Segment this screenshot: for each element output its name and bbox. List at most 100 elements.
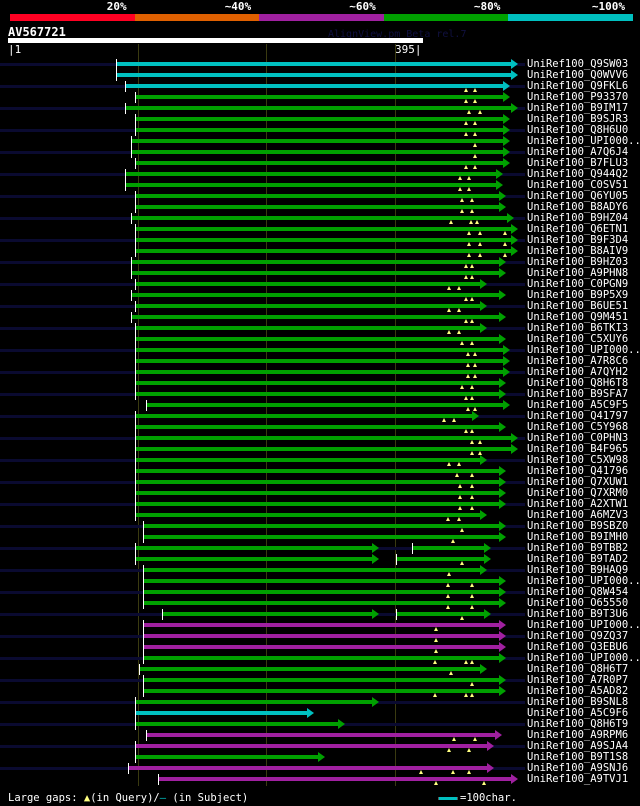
alignment-segment[interactable] <box>130 150 503 154</box>
alignment-segment[interactable] <box>130 216 507 220</box>
hit-row[interactable]: UniRef100_A7R0P7 <box>0 674 640 686</box>
hit-row[interactable]: UniRef100_A9PHN8 <box>0 267 640 279</box>
hit-label[interactable]: UniRef100_B9IMH0 <box>527 531 629 543</box>
alignment-segment[interactable] <box>134 744 488 748</box>
alignment-segment[interactable] <box>130 260 500 264</box>
hit-label[interactable]: UniRef100_UPI000.. <box>527 575 640 587</box>
hit-label[interactable]: UniRef100_Q944Q2 <box>527 168 629 180</box>
hit-row[interactable]: UniRef100_Q41796 <box>0 465 640 477</box>
alignment-segment[interactable] <box>142 678 500 682</box>
hit-row[interactable]: UniRef100_UPI000.. <box>0 652 640 664</box>
hit-label[interactable]: UniRef100_B4F965 <box>527 443 629 455</box>
hit-label[interactable]: UniRef100_B9F3D4 <box>527 234 629 246</box>
hit-row[interactable]: UniRef100_C0SV51 <box>0 179 640 191</box>
hit-label[interactable]: UniRef100_Q9FKL6 <box>527 80 629 92</box>
hit-row[interactable]: UniRef100_Q7XUW1 <box>0 476 640 488</box>
hit-row[interactable]: UniRef100_Q8H6T9 <box>0 718 640 730</box>
alignment-segment[interactable] <box>134 711 308 715</box>
hit-label[interactable]: UniRef100_B9TAD2 <box>527 553 629 565</box>
alignment-segment[interactable] <box>134 95 503 99</box>
hit-label[interactable]: UniRef100_Q8W454 <box>527 586 629 598</box>
hit-label[interactable]: UniRef100_Q0WVV6 <box>527 69 629 81</box>
hit-row[interactable]: UniRef100_Q8H6U0 <box>0 124 640 136</box>
alignment-segment[interactable] <box>130 315 500 319</box>
alignment-segment[interactable] <box>142 535 500 539</box>
hit-row[interactable]: UniRef100_A6MZV3 <box>0 509 640 521</box>
alignment-segment[interactable] <box>134 282 480 286</box>
alignment-segment[interactable] <box>134 348 503 352</box>
hit-row[interactable]: UniRef100_Q6YU05 <box>0 190 640 202</box>
alignment-segment[interactable] <box>158 777 511 781</box>
alignment-segment[interactable] <box>134 546 372 550</box>
alignment-segment[interactable] <box>142 579 500 583</box>
hit-row[interactable]: UniRef100_A9TVJ1 <box>0 773 640 785</box>
hit-row[interactable]: UniRef100_C5XW98 <box>0 454 640 466</box>
alignment-segment[interactable] <box>134 205 500 209</box>
hit-row[interactable]: UniRef100_O65550 <box>0 597 640 609</box>
hit-label[interactable]: UniRef100_A7Q6J4 <box>527 146 629 158</box>
hit-row[interactable]: UniRef100_B9SBZ0 <box>0 520 640 532</box>
hit-row[interactable]: UniRef100_Q6ETN1 <box>0 223 640 235</box>
hit-label[interactable]: UniRef100_Q7XUW1 <box>527 476 629 488</box>
hit-label[interactable]: UniRef100_Q7XRM0 <box>527 487 629 499</box>
hit-label[interactable]: UniRef100_UPI000.. <box>527 344 640 356</box>
hit-label[interactable]: UniRef100_P93370 <box>527 91 629 103</box>
hit-label[interactable]: UniRef100_B6TKI3 <box>527 322 629 334</box>
alignment-segment[interactable] <box>134 337 500 341</box>
hit-label[interactable]: UniRef100_Q41796 <box>527 465 629 477</box>
hit-row[interactable]: UniRef100_C0PHN3 <box>0 432 640 444</box>
hit-row[interactable]: UniRef100_A7Q6J4 <box>0 146 640 158</box>
hit-label[interactable]: UniRef100_A5AD82 <box>527 685 629 697</box>
hit-label[interactable]: UniRef100_B9HZ03 <box>527 256 629 268</box>
hit-label[interactable]: UniRef100_Q41797 <box>527 410 629 422</box>
hit-row[interactable]: UniRef100_B6TKI3 <box>0 322 640 334</box>
hit-label[interactable]: UniRef100_Q8H6T8 <box>527 377 629 389</box>
alignment-segment[interactable] <box>134 480 500 484</box>
alignment-segment[interactable] <box>142 524 500 528</box>
alignment-segment[interactable] <box>134 513 480 517</box>
hit-label[interactable]: UniRef100_B9SJR3 <box>527 113 629 125</box>
hit-label[interactable]: UniRef100_UPI000.. <box>527 619 640 631</box>
alignment-segment[interactable] <box>142 623 500 627</box>
hit-row[interactable]: UniRef100_Q7XRM0 <box>0 487 640 499</box>
hit-row[interactable]: UniRef100_B7FLU3 <box>0 157 640 169</box>
hit-label[interactable]: UniRef100_A9TVJ1 <box>527 773 629 785</box>
hit-row[interactable]: UniRef100_C0PGN9 <box>0 278 640 290</box>
hit-row[interactable]: UniRef100_B9F3D4 <box>0 234 640 246</box>
hit-row[interactable]: UniRef100_B9HAQ9 <box>0 564 640 576</box>
alignment-segment[interactable] <box>115 62 511 66</box>
hit-row[interactable]: UniRef100_Q41797 <box>0 410 640 422</box>
hit-row[interactable]: UniRef100_B9SFA7 <box>0 388 640 400</box>
hit-row[interactable]: UniRef100_UPI000.. <box>0 619 640 631</box>
hit-row[interactable]: UniRef100_A5C9F6 <box>0 707 640 719</box>
hit-label[interactable]: UniRef100_Q6ETN1 <box>527 223 629 235</box>
hit-row[interactable]: UniRef100_Q8H6T7 <box>0 663 640 675</box>
hit-label[interactable]: UniRef100_B9SNL8 <box>527 696 629 708</box>
alignment-segment[interactable] <box>134 436 511 440</box>
hit-label[interactable]: UniRef100_B6UE51 <box>527 300 629 312</box>
alignment-segment[interactable] <box>124 183 497 187</box>
alignment-segment[interactable] <box>134 425 500 429</box>
hit-row[interactable]: UniRef100_Q3EBU6 <box>0 641 640 653</box>
hit-row[interactable]: UniRef100_B9TAD2 <box>0 553 640 565</box>
alignment-segment[interactable] <box>128 766 488 770</box>
hit-label[interactable]: UniRef100_Q6YU05 <box>527 190 629 202</box>
hit-label[interactable]: UniRef100_A7QYH2 <box>527 366 629 378</box>
hit-row[interactable]: UniRef100_A5C9F5 <box>0 399 640 411</box>
hit-label[interactable]: UniRef100_Q8H6T7 <box>527 663 629 675</box>
hit-label[interactable]: UniRef100_A5C9F6 <box>527 707 629 719</box>
hit-label[interactable]: UniRef100_A7R8C6 <box>527 355 629 367</box>
hit-row[interactable]: UniRef100_B9HZ03 <box>0 256 640 268</box>
hit-row[interactable]: UniRef100_B9IMH0 <box>0 531 640 543</box>
alignment-segment[interactable] <box>146 403 503 407</box>
alignment-segment[interactable] <box>134 502 500 506</box>
hit-row[interactable]: UniRef100_Q944Q2 <box>0 168 640 180</box>
hit-row[interactable]: UniRef100_B9HZ04 <box>0 212 640 224</box>
hit-label[interactable]: UniRef100_B8AIV9 <box>527 245 629 257</box>
hit-label[interactable]: UniRef100_A9PHN8 <box>527 267 629 279</box>
hit-row[interactable]: UniRef100_B6UE51 <box>0 300 640 312</box>
hit-label[interactable]: UniRef100_B7FLU3 <box>527 157 629 169</box>
alignment-segment[interactable] <box>134 557 372 561</box>
alignment-segment[interactable] <box>142 590 500 594</box>
alignment-segment[interactable] <box>130 271 500 275</box>
